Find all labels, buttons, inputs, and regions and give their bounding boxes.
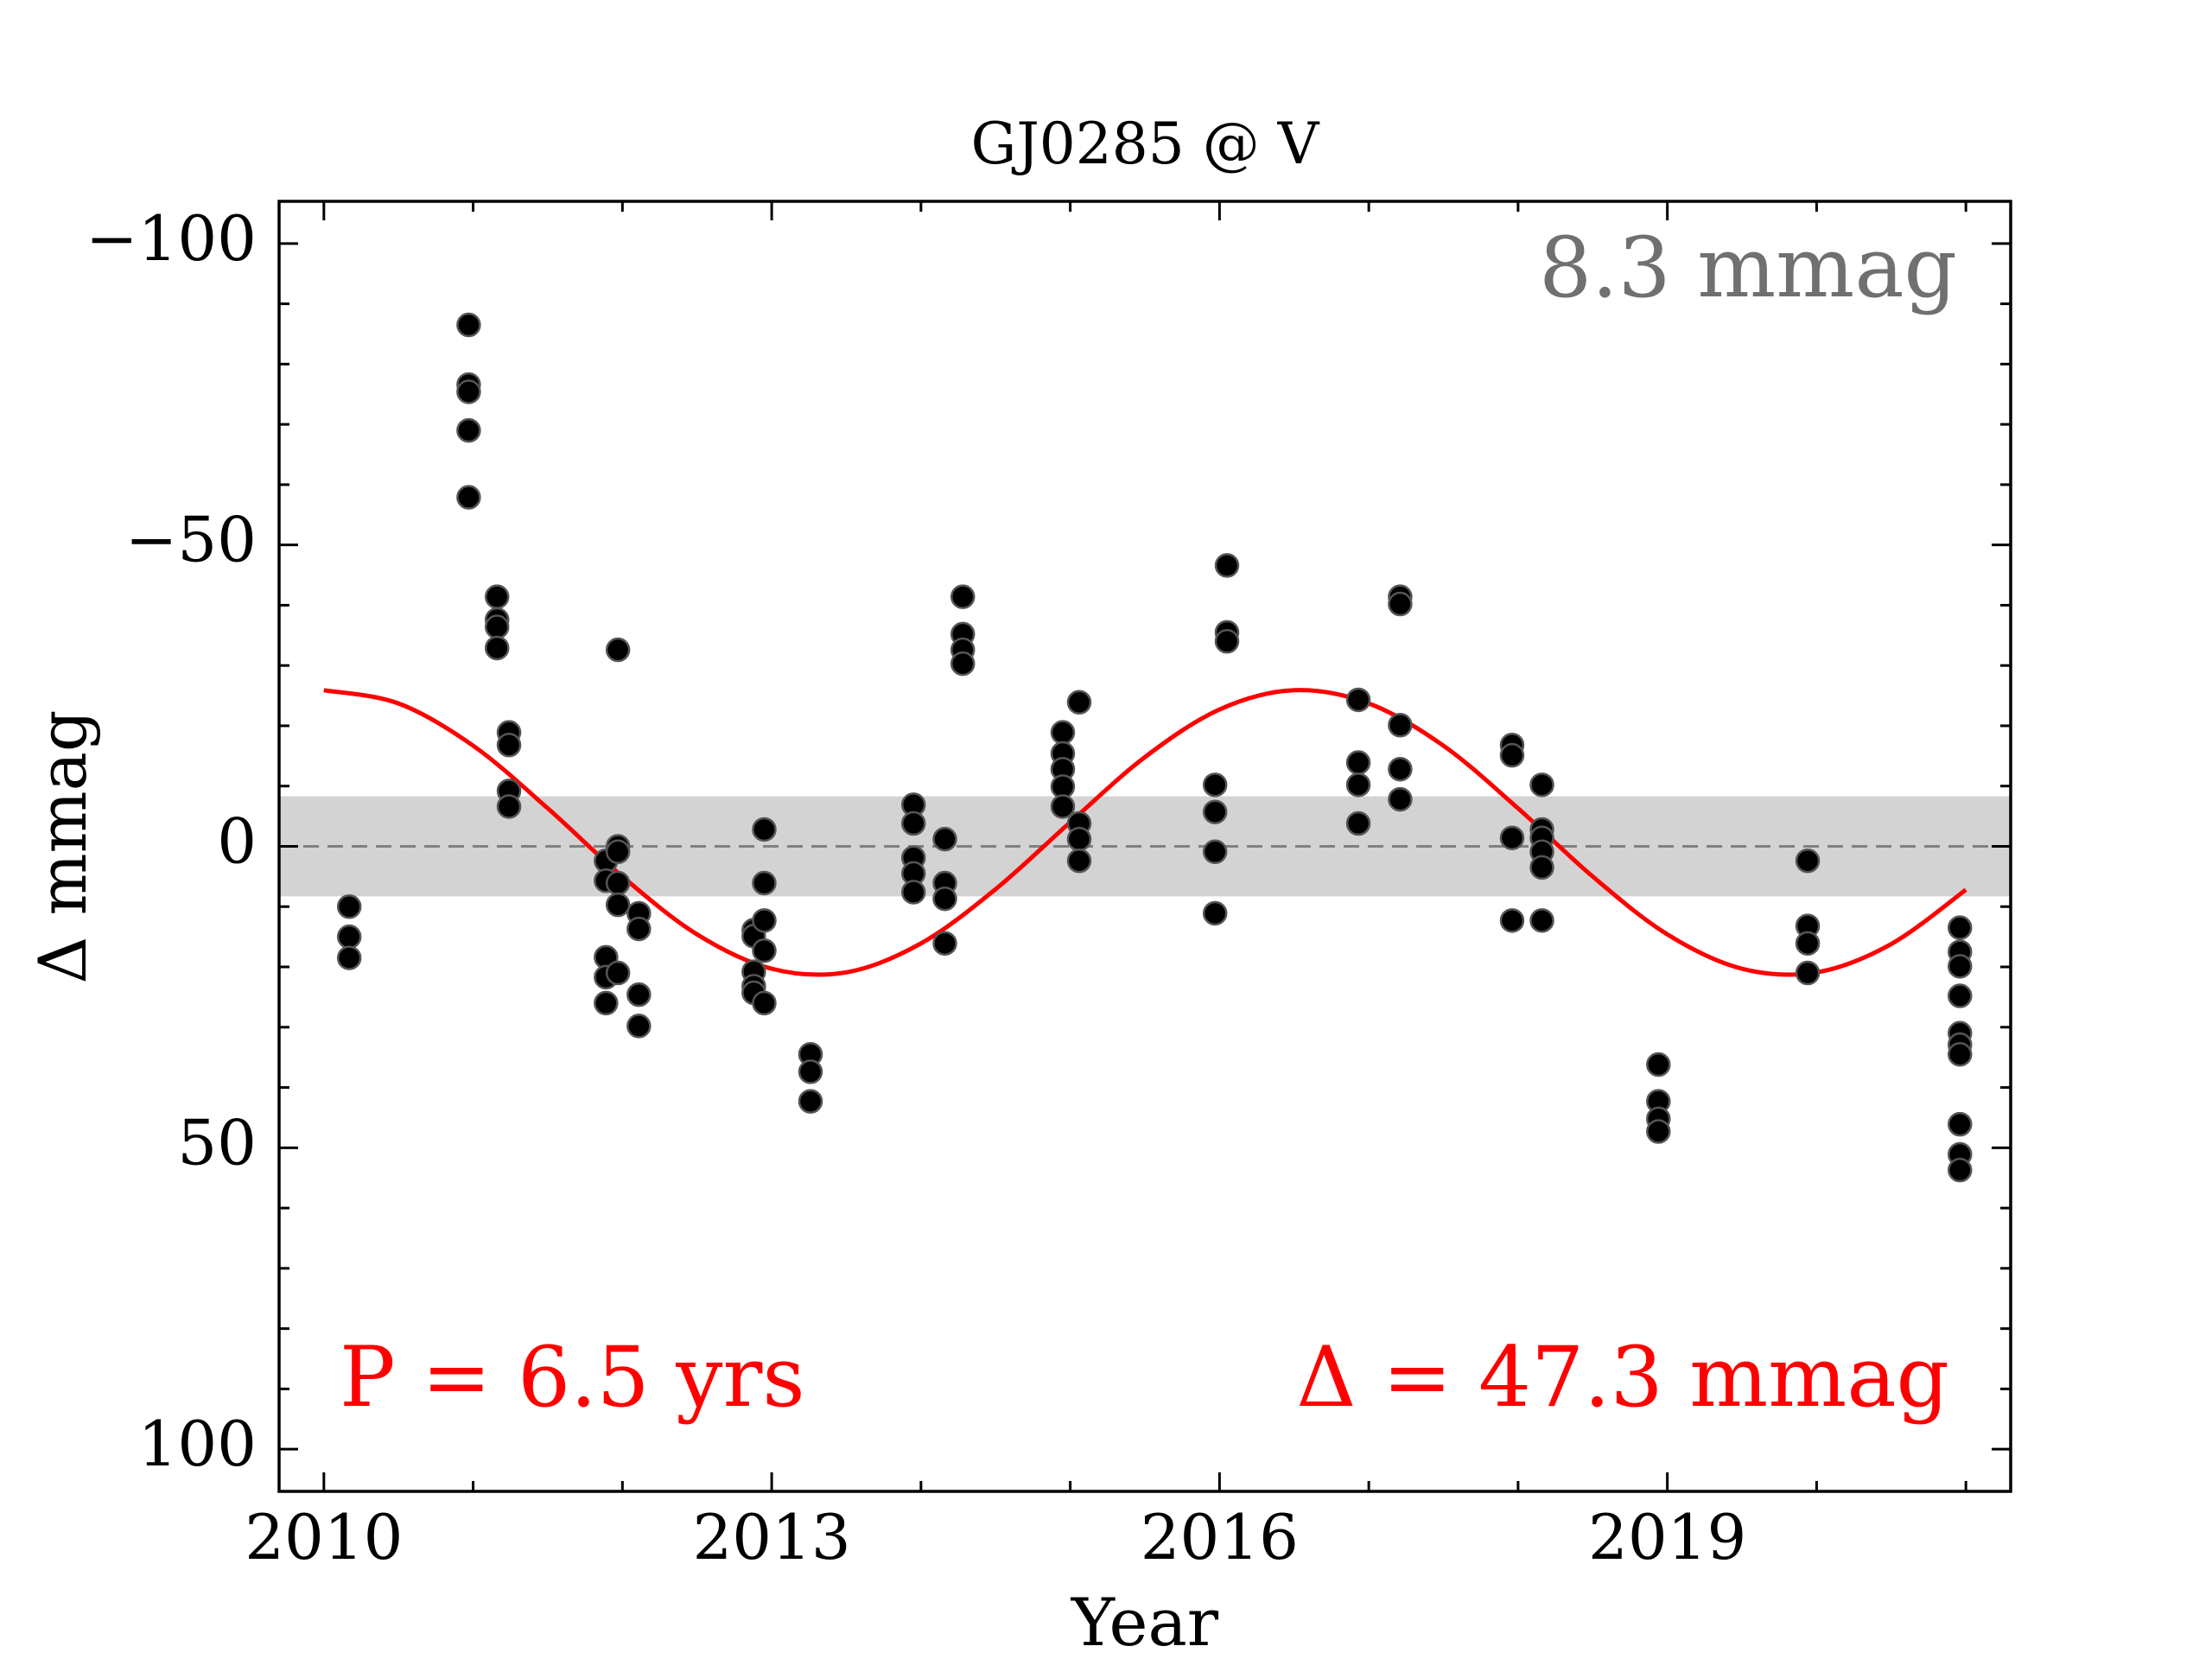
data-point <box>752 938 777 963</box>
data-point <box>932 931 957 957</box>
data-point <box>1202 772 1228 798</box>
data-point <box>1202 799 1228 824</box>
x-tick-label: 2010 <box>245 1501 403 1573</box>
data-point <box>605 870 631 896</box>
data-point <box>1948 954 1973 979</box>
plot-frame <box>277 200 2012 1493</box>
amplitude-annotation: Δ = 47.3 mmag <box>1296 1329 1949 1426</box>
data-point <box>594 990 619 1016</box>
data-point <box>1202 839 1228 865</box>
data-point <box>1345 810 1371 836</box>
data-point <box>1345 687 1371 713</box>
data-point <box>932 886 957 912</box>
data-point <box>1066 690 1092 715</box>
data-point <box>1795 931 1821 957</box>
data-point <box>752 870 777 896</box>
data-point <box>1345 772 1371 798</box>
data-point <box>1948 1157 1973 1183</box>
y-tick-label: −50 <box>125 504 257 576</box>
data-point <box>1795 848 1821 874</box>
data-point <box>1066 826 1092 852</box>
data-point <box>950 584 976 609</box>
data-point <box>484 614 510 639</box>
data-point <box>496 794 522 819</box>
data-point <box>1214 629 1240 654</box>
data-point <box>1529 855 1554 880</box>
data-point <box>950 651 976 677</box>
data-point <box>626 1014 652 1039</box>
scatter-annotation: 8.3 mmag <box>1539 219 1957 316</box>
data-point <box>1050 720 1076 745</box>
data-point <box>1499 825 1525 850</box>
data-point <box>605 637 631 663</box>
data-point <box>626 916 652 942</box>
data-point <box>1214 553 1240 578</box>
data-point <box>1066 848 1092 874</box>
data-point <box>1646 1052 1671 1077</box>
data-point <box>1499 908 1525 933</box>
data-point <box>1388 786 1413 812</box>
x-axis-label: Year <box>1071 1584 1219 1659</box>
data-point <box>1499 742 1525 768</box>
data-point <box>605 839 631 865</box>
x-tick-label: 2016 <box>1141 1501 1299 1573</box>
chart-title: GJ0285 @ V <box>971 111 1320 177</box>
data-point <box>1388 591 1413 617</box>
data-point <box>1050 794 1076 819</box>
data-point <box>1948 1111 1973 1137</box>
data-point <box>752 908 777 933</box>
data-point <box>484 635 510 661</box>
data-point <box>1646 1119 1671 1144</box>
data-point <box>1529 908 1554 933</box>
data-point <box>605 892 631 918</box>
period-annotation: P = 6.5 yrs <box>340 1329 805 1426</box>
data-point <box>336 945 362 970</box>
data-point <box>900 880 926 905</box>
y-tick-label: 100 <box>138 1408 257 1480</box>
data-point <box>1529 772 1554 798</box>
data-point <box>1202 900 1228 926</box>
data-point <box>336 894 362 919</box>
data-point <box>456 485 481 510</box>
data-point <box>1388 756 1413 782</box>
data-point <box>798 1059 823 1084</box>
x-tick-label: 2019 <box>1588 1501 1746 1573</box>
data-point <box>798 1089 823 1114</box>
data-point <box>752 990 777 1016</box>
data-point <box>456 417 481 443</box>
y-tick-label: −100 <box>86 202 257 275</box>
data-point <box>752 817 777 842</box>
data-point <box>900 810 926 836</box>
data-point <box>932 826 957 852</box>
data-point <box>1345 750 1371 775</box>
data-point <box>605 960 631 986</box>
scatter-band <box>279 796 2011 897</box>
y-tick-label: 50 <box>177 1106 257 1179</box>
data-point <box>626 982 652 1007</box>
x-tick-label: 2013 <box>692 1501 850 1573</box>
data-point <box>1948 1041 1973 1067</box>
data-point <box>496 733 522 758</box>
data-point <box>1948 915 1973 940</box>
data-point <box>336 924 362 950</box>
data-point <box>1948 983 1973 1008</box>
data-point <box>484 584 510 609</box>
data-point <box>1795 960 1821 986</box>
y-tick-label: 0 <box>217 805 257 878</box>
data-point <box>456 379 481 404</box>
data-point <box>1388 713 1413 738</box>
y-axis-label: Δ mmag <box>24 709 101 983</box>
data-point <box>456 312 481 338</box>
